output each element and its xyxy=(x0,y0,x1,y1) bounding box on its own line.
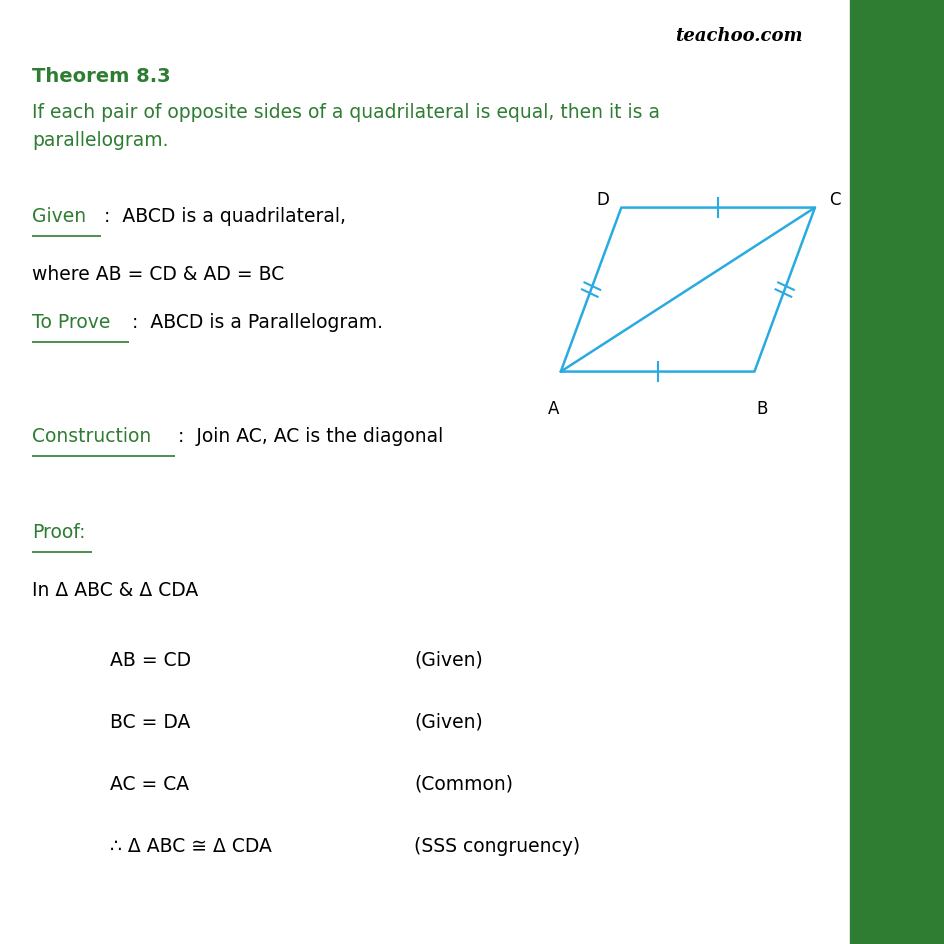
Text: where AB = CD & AD = BC: where AB = CD & AD = BC xyxy=(32,264,284,284)
Text: C: C xyxy=(829,192,840,210)
Text: Construction: Construction xyxy=(32,427,151,446)
Text: :  ABCD is a Parallelogram.: : ABCD is a Parallelogram. xyxy=(131,312,382,331)
Text: AC = CA: AC = CA xyxy=(110,774,190,793)
Text: (SSS congruency): (SSS congruency) xyxy=(413,836,580,855)
Text: B: B xyxy=(755,399,767,417)
Text: (Common): (Common) xyxy=(413,774,513,793)
Text: (Given): (Given) xyxy=(413,712,482,732)
Text: D: D xyxy=(596,192,609,210)
Text: AB = CD: AB = CD xyxy=(110,650,192,669)
Text: :  ABCD is a quadrilateral,: : ABCD is a quadrilateral, xyxy=(104,207,346,226)
Text: :  Join AC, AC is the diagonal: : Join AC, AC is the diagonal xyxy=(177,427,443,446)
Text: In Δ ABC & Δ CDA: In Δ ABC & Δ CDA xyxy=(32,581,198,599)
Text: If each pair of opposite sides of a quadrilateral is equal, then it is a
paralle: If each pair of opposite sides of a quad… xyxy=(32,103,660,150)
Text: ∴ Δ ABC ≅ Δ CDA: ∴ Δ ABC ≅ Δ CDA xyxy=(110,836,272,855)
Text: Proof:: Proof: xyxy=(32,522,86,542)
Text: teachoo.com: teachoo.com xyxy=(674,27,801,45)
Text: BC = DA: BC = DA xyxy=(110,712,191,732)
Text: To Prove: To Prove xyxy=(32,312,110,331)
Text: (Given): (Given) xyxy=(413,650,482,669)
Text: Given: Given xyxy=(32,207,86,226)
Text: Theorem 8.3: Theorem 8.3 xyxy=(32,67,171,86)
Text: A: A xyxy=(548,399,559,417)
